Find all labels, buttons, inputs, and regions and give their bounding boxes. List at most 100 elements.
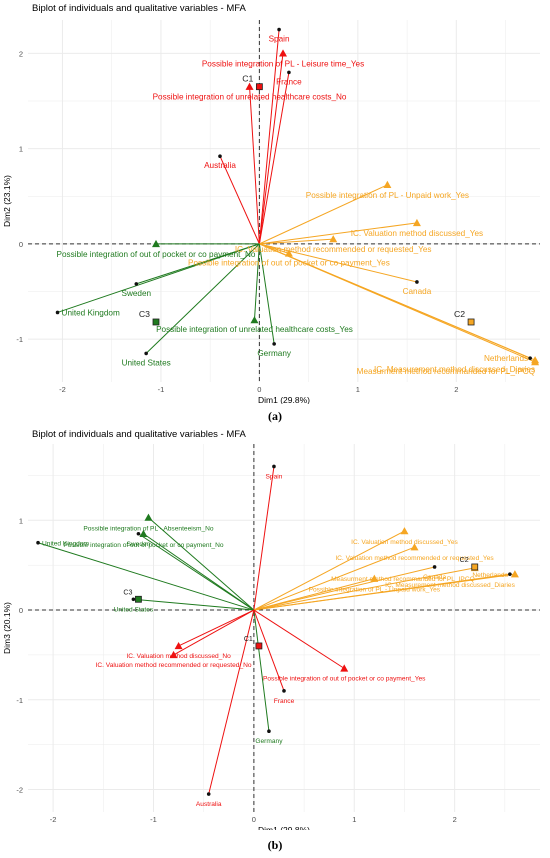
y-tick-label: 0 bbox=[19, 606, 23, 615]
individual-point bbox=[144, 351, 148, 356]
variable-segment bbox=[249, 86, 260, 244]
individual-segment bbox=[258, 72, 290, 244]
variable-segment bbox=[253, 530, 405, 611]
chart-title: Biplot of individuals and qualitative va… bbox=[32, 429, 247, 440]
y-tick-label: -2 bbox=[16, 786, 23, 795]
x-axis-label: Dim1 (29.8%) bbox=[258, 825, 310, 830]
individual-label: Sweden bbox=[122, 289, 152, 298]
variable-marker bbox=[383, 180, 392, 189]
x-tick-label: 2 bbox=[454, 385, 458, 394]
biplot-chart-a: Biplot of individuals and qualitative va… bbox=[2, 3, 540, 404]
centroid-marker bbox=[467, 318, 475, 326]
variable-segment bbox=[253, 609, 345, 669]
individual-point bbox=[218, 154, 222, 159]
variable-marker bbox=[531, 357, 540, 366]
individual-segment bbox=[133, 598, 254, 611]
centroid-label: C2 bbox=[460, 556, 469, 564]
individual-segment bbox=[258, 243, 275, 344]
variable-marker bbox=[400, 527, 409, 535]
individual-label: United Kingdom bbox=[42, 541, 89, 548]
individual-segment bbox=[208, 609, 255, 795]
individual-point bbox=[267, 729, 271, 734]
variable-segment bbox=[178, 609, 255, 647]
individual-label: Netherlands bbox=[472, 572, 508, 579]
individual-label: Netherlands bbox=[484, 354, 528, 363]
x-tick-label: 0 bbox=[252, 815, 256, 824]
variable-segment bbox=[259, 238, 334, 245]
centroid-marker bbox=[152, 318, 160, 326]
individual-point bbox=[432, 565, 437, 569]
x-tick-label: -2 bbox=[50, 815, 57, 824]
variable-label: Measurment method recommanded for PL_IPC… bbox=[357, 367, 535, 376]
individual-segment bbox=[253, 466, 275, 611]
variable-label: Possible integration of PL - Leisure tim… bbox=[202, 59, 364, 68]
variable-label: IC. Valuation method recommended or requ… bbox=[235, 245, 432, 254]
variable-label: Possible integration of out of pocket or… bbox=[57, 250, 256, 259]
chart-title: Biplot of individuals and qualitative va… bbox=[32, 3, 247, 14]
centroid-marker bbox=[471, 563, 479, 571]
individual-point bbox=[277, 27, 281, 32]
individual-point bbox=[134, 282, 139, 286]
variable-segment bbox=[173, 609, 255, 656]
individual-segment bbox=[258, 29, 280, 244]
y-tick-label: 1 bbox=[19, 516, 23, 525]
variable-segment bbox=[253, 567, 475, 611]
variable-label: Possible integration of PL - Unpaid work… bbox=[309, 587, 441, 594]
individual-segment bbox=[253, 566, 435, 611]
y-tick-label: 0 bbox=[19, 240, 23, 249]
individual-point bbox=[131, 597, 136, 602]
individual-segment bbox=[259, 243, 418, 283]
individual-segment bbox=[253, 609, 285, 692]
individual-label: Germany bbox=[255, 738, 283, 745]
variable-marker bbox=[279, 49, 288, 57]
variable-label: Possible integration of out of pocket or… bbox=[63, 542, 224, 549]
variable-marker bbox=[370, 574, 379, 582]
individual-label: United States bbox=[122, 358, 171, 367]
variable-marker bbox=[510, 570, 519, 578]
variable-segment bbox=[253, 578, 375, 611]
variable-segment bbox=[253, 546, 415, 611]
centroid-label: C1 bbox=[244, 635, 253, 643]
individual-label: Sweden bbox=[127, 541, 151, 548]
individual-label: Spain bbox=[266, 473, 283, 480]
y-tick-label: 1 bbox=[19, 145, 23, 154]
individual-point bbox=[272, 342, 276, 346]
variable-segment bbox=[258, 53, 284, 244]
variable-marker bbox=[329, 235, 338, 243]
variable-label: IC. Measurement method discussed_Diaries bbox=[374, 365, 535, 374]
x-tick-label: -1 bbox=[158, 385, 165, 394]
variable-segment bbox=[259, 184, 388, 245]
centroid-label: C1 bbox=[242, 74, 253, 84]
variable-marker bbox=[169, 650, 178, 659]
centroid-label: C2 bbox=[454, 309, 465, 319]
individual-label: United Kingdom bbox=[62, 308, 120, 317]
individual-point bbox=[136, 531, 141, 536]
variable-label: Possible integration of PL - Absenteeism… bbox=[83, 526, 214, 533]
y-tick-label: -1 bbox=[16, 696, 23, 705]
caption-a: (a) bbox=[268, 409, 282, 423]
x-tick-label: -2 bbox=[59, 385, 66, 394]
individual-label: Australia bbox=[204, 161, 236, 170]
variable-label: IC. Valuation method recommended or requ… bbox=[96, 662, 252, 669]
variable-marker bbox=[174, 641, 183, 650]
variable-marker bbox=[152, 239, 160, 248]
plot-background bbox=[28, 20, 540, 382]
x-tick-label: 2 bbox=[453, 815, 457, 824]
variable-marker bbox=[245, 82, 254, 90]
biplot-chart-b: Biplot of individuals and qualitative va… bbox=[2, 429, 540, 830]
x-tick-label: -1 bbox=[150, 815, 157, 824]
variable-marker bbox=[410, 543, 419, 551]
centroid-marker bbox=[255, 642, 263, 650]
variable-marker bbox=[144, 513, 153, 521]
x-tick-label: 1 bbox=[356, 385, 360, 394]
individual-segment bbox=[57, 243, 260, 313]
individual-label: United States bbox=[114, 606, 154, 613]
plot-background bbox=[28, 444, 540, 812]
individual-segment bbox=[145, 243, 260, 354]
y-axis-label: Dim2 (23.1%) bbox=[2, 175, 12, 227]
variable-segment bbox=[259, 222, 417, 245]
variable-label: IC. Valuation method discussed_No bbox=[126, 653, 231, 660]
variable-segment bbox=[143, 533, 255, 611]
variable-segment bbox=[148, 517, 255, 611]
variable-marker bbox=[412, 218, 421, 227]
